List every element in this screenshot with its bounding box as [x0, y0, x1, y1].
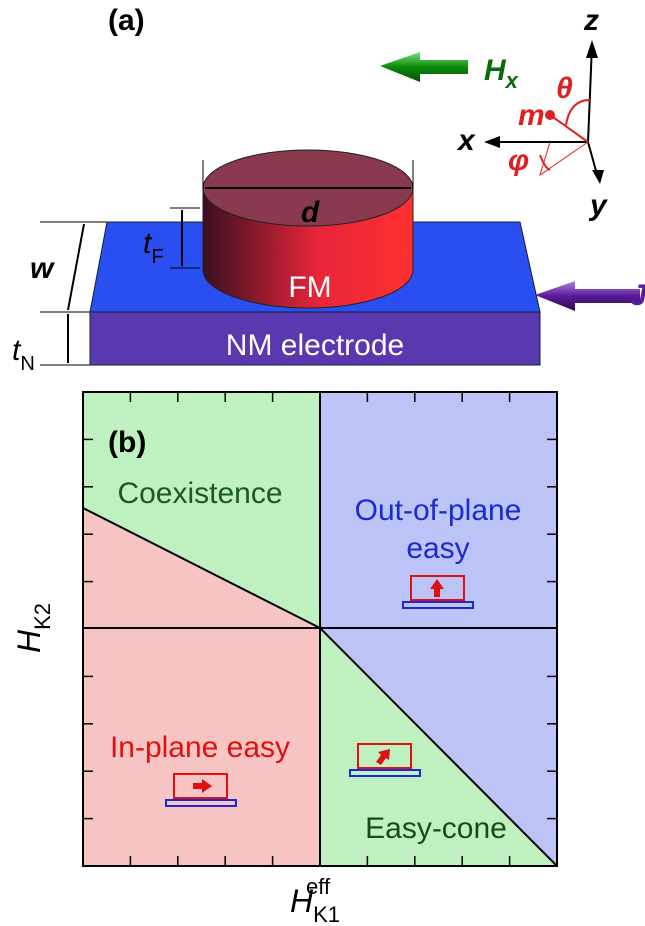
dim-label: d	[301, 196, 320, 229]
dim-arrow	[68, 224, 84, 310]
dim-label: tN	[12, 334, 35, 375]
angle-label: θ	[556, 72, 573, 105]
text-part: H	[484, 54, 507, 87]
angle-label: m	[518, 99, 545, 132]
text-part: x	[505, 68, 519, 93]
region-label: Out-of-plane	[355, 494, 522, 527]
text-part: K1	[313, 902, 340, 926]
axis-head	[484, 136, 500, 148]
layer-label: NM electrode	[226, 329, 404, 362]
region-label: easy	[406, 532, 469, 565]
page: {"panel_a": {"label": "(a)", "field": {"…	[0, 0, 645, 926]
dim-label: w	[30, 252, 55, 285]
region-label: In-plane easy	[110, 731, 290, 764]
region-label: Coexistence	[117, 477, 282, 510]
shape	[550, 115, 588, 142]
axis-label: x	[456, 124, 476, 157]
current-arrow	[535, 281, 640, 311]
shape	[540, 142, 588, 175]
panel-a: (a) NM electrode FM d tF w tN Hx J	[12, 4, 645, 375]
region-label: Easy-cone	[365, 812, 507, 845]
text-part: H	[11, 629, 47, 653]
panel-label: (b)	[108, 426, 146, 459]
axis-head	[586, 40, 598, 58]
text-part: eff	[306, 874, 331, 899]
text-part: K2	[30, 603, 55, 630]
axis-head	[592, 170, 604, 184]
text-part: F	[151, 246, 163, 268]
axis-label: z	[583, 4, 599, 37]
field-arrow	[380, 52, 468, 82]
angle-label: φ	[508, 144, 529, 177]
field-label: Hx	[484, 54, 519, 93]
shape	[588, 45, 592, 142]
panel-label: (a)	[108, 4, 145, 37]
y-axis-label: HK2	[11, 603, 55, 653]
figure: (a) NM electrode FM d tF w tN Hx J	[0, 0, 645, 926]
panel-b: (b) Coexistence Out-of-plane easy In-pla…	[11, 392, 557, 926]
layer-label: FM	[288, 271, 331, 304]
current-label: J	[630, 279, 645, 312]
x-axis-label: HK1eff	[290, 874, 340, 926]
m-vector	[545, 110, 555, 120]
axis-label: y	[588, 189, 608, 222]
text-part: N	[20, 353, 34, 375]
